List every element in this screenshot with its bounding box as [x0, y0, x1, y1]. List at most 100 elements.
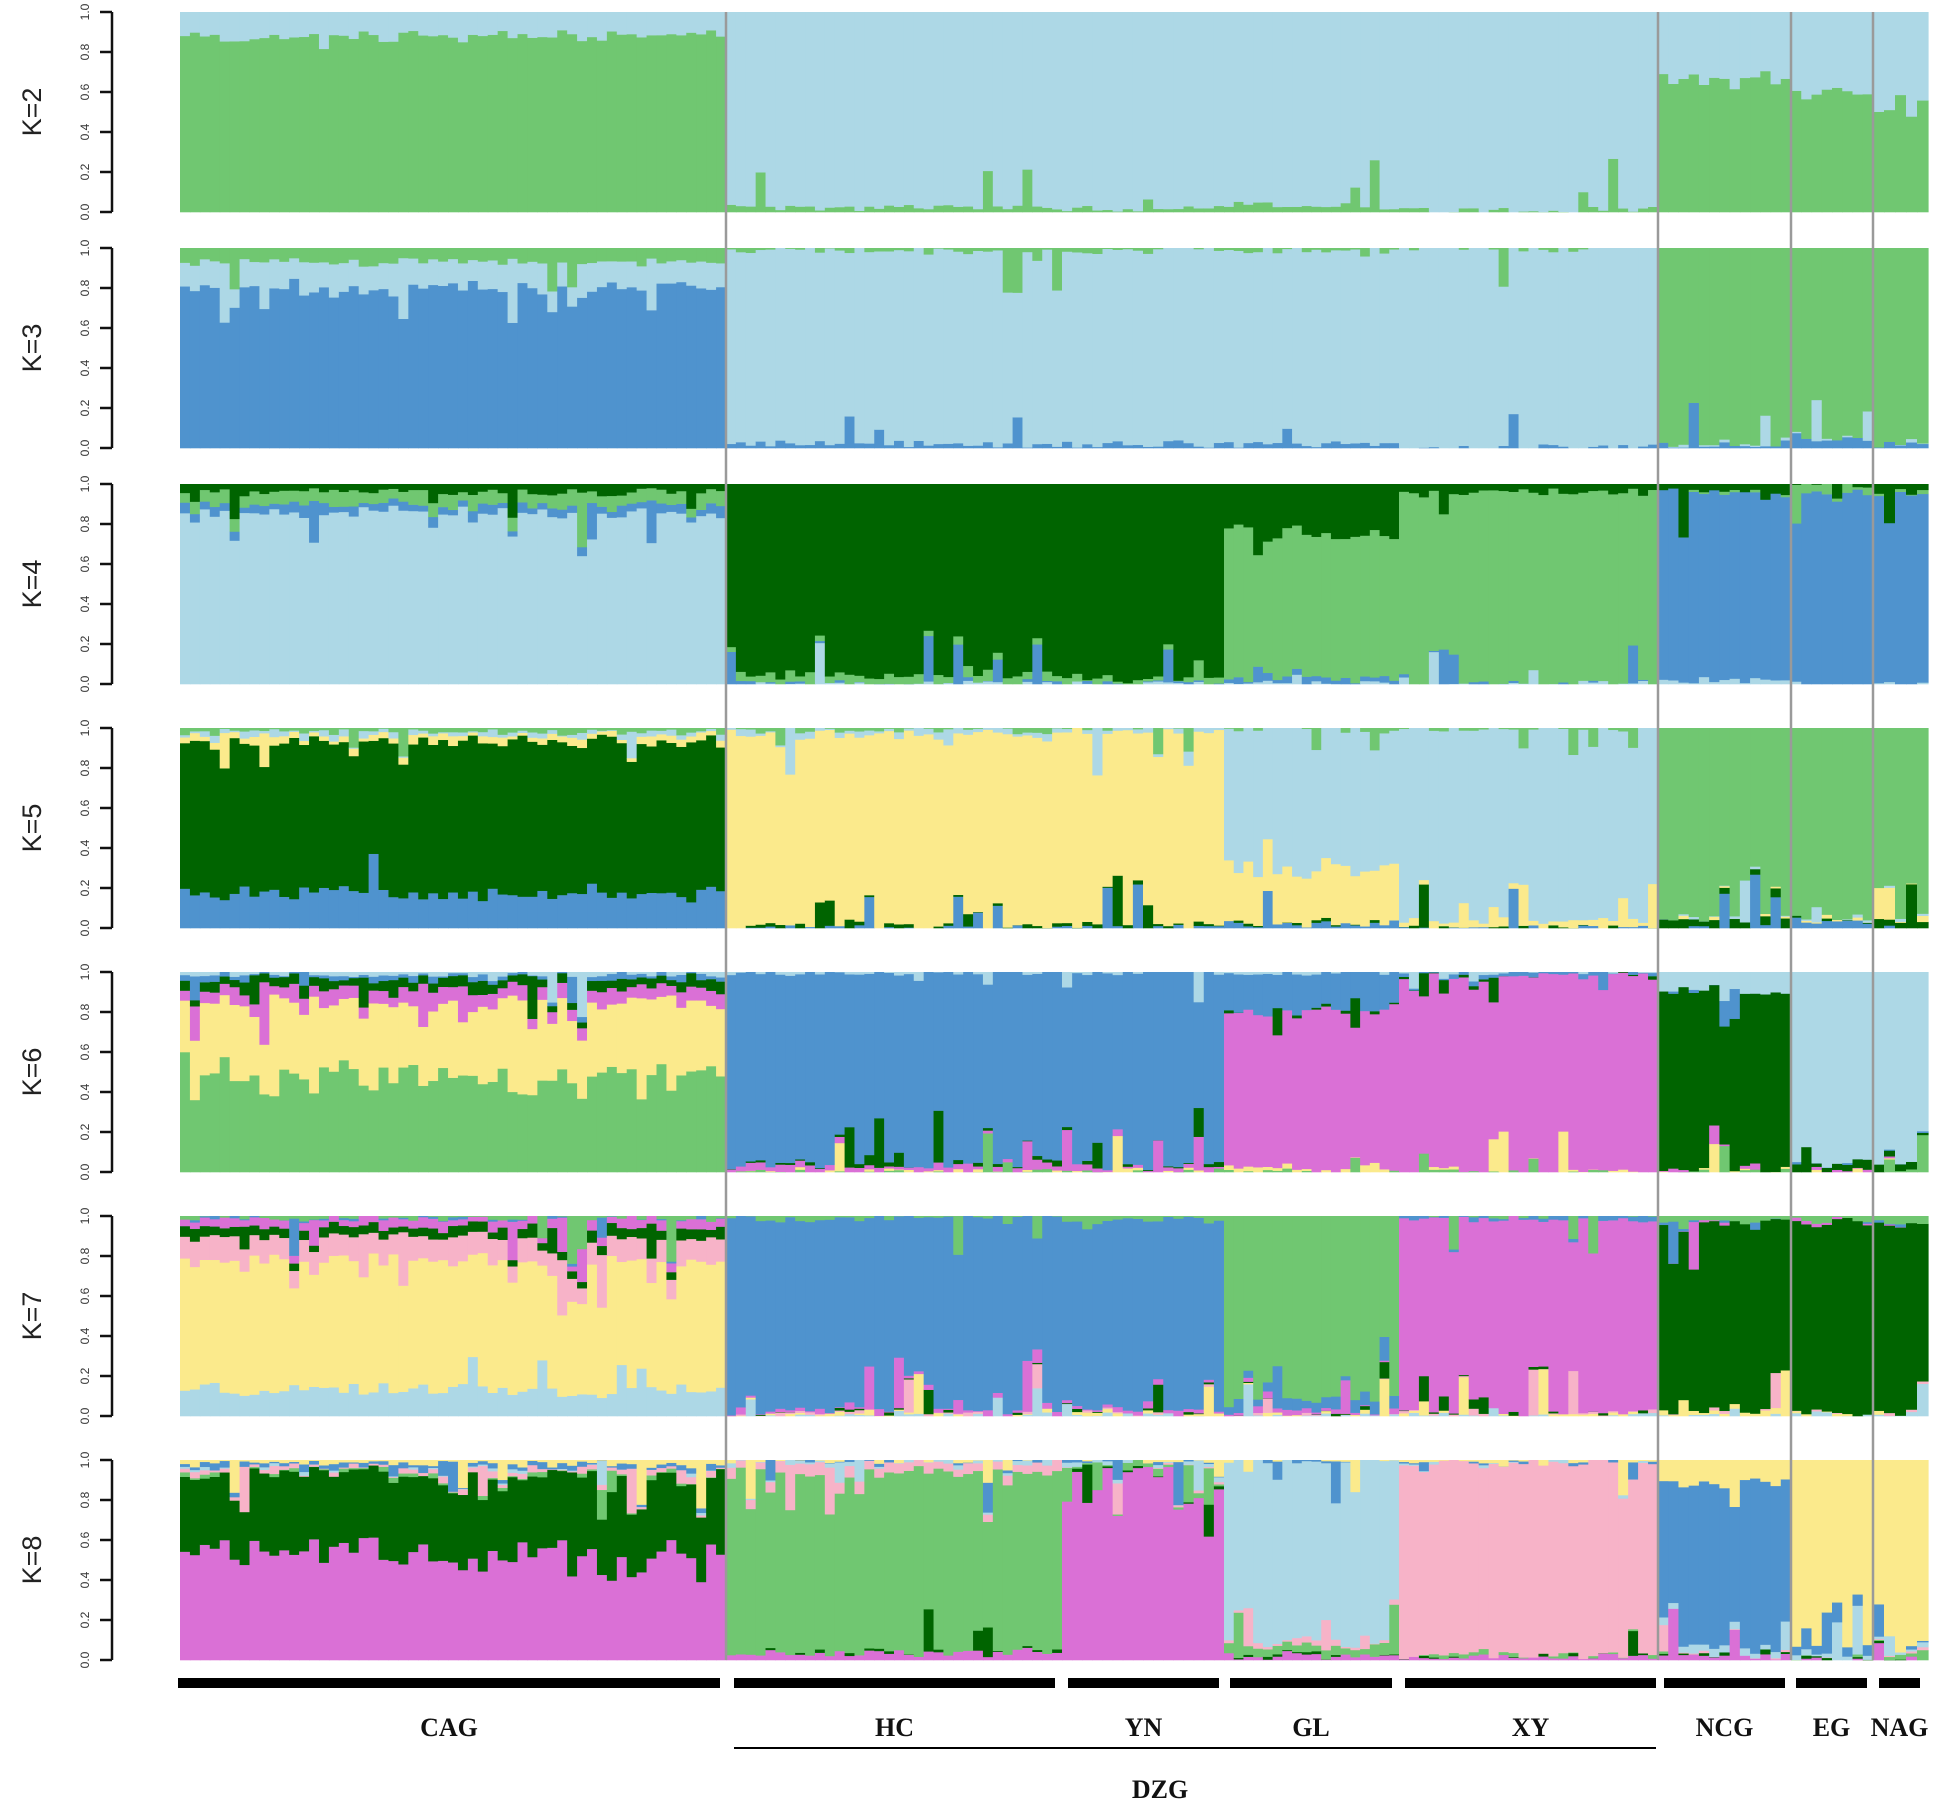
bar-segment-cag: [626, 1576, 638, 1661]
bar-segment-hc: [943, 745, 954, 924]
bar-segment-ncg: [1698, 1460, 1710, 1482]
bar-segment-gl: [1292, 1169, 1303, 1173]
bar-segment-cag: [209, 992, 221, 1004]
bar-segment-cag: [418, 1026, 429, 1086]
bar-segment-cag: [477, 743, 489, 902]
bar-segment-ncg: [1709, 728, 1720, 917]
bar-segment-cag: [567, 734, 578, 738]
bar-segment-cag: [259, 982, 270, 1045]
bar-segment-yn: [1183, 1163, 1195, 1168]
bar-segment-nag: [1906, 883, 1918, 885]
bar-segment-eg: [1842, 1656, 1854, 1661]
bar-segment-ncg: [1678, 986, 1690, 1171]
bar-segment-cag: [209, 897, 221, 929]
bar-segment-eg: [1821, 484, 1833, 495]
bar-segment-hc: [1042, 1460, 1053, 1466]
bar-segment-hc: [1052, 1649, 1063, 1653]
bar-segment-gl: [1321, 1619, 1332, 1651]
bar-segment-yn: [1153, 1468, 1164, 1477]
bar-segment-hc: [775, 679, 786, 685]
bar-segment-xy: [1588, 1411, 1599, 1414]
bar-segment-xy: [1438, 1460, 1450, 1461]
bar-segment-hc: [795, 1216, 806, 1222]
bar-segment-xy: [1508, 12, 1520, 213]
bar-segment-hc: [844, 1402, 856, 1410]
bar-segment-xy: [1448, 728, 1460, 923]
bar-segment-yn: [1092, 484, 1104, 679]
bar-segment-cag: [438, 285, 449, 449]
bar-segment-gl: [1350, 1647, 1361, 1651]
bar-segment-ncg: [1668, 1263, 1680, 1415]
bar-segment-eg: [1842, 12, 1854, 92]
bar-segment-hc: [894, 676, 905, 685]
bar-segment-yn: [1193, 731, 1205, 922]
bar-segment-hc: [992, 681, 1004, 685]
bar-segment-cag: [299, 517, 310, 685]
bar-segment-hc: [1032, 1388, 1043, 1417]
bar-segment-gl: [1379, 733, 1390, 866]
bar-segment-cag: [299, 490, 310, 506]
bar-segment-cag: [587, 1470, 598, 1550]
bar-segment-cag: [577, 1016, 588, 1023]
bar-segment-hc: [933, 1468, 945, 1650]
bar-segment-cag: [438, 1476, 449, 1484]
bar-segment-cag: [378, 731, 390, 739]
bar-segment-cag: [527, 37, 538, 213]
bar-segment-cag: [219, 1228, 231, 1238]
bar-segment-xy: [1648, 1216, 1659, 1217]
panel-k8: K=80.00.20.40.60.81.0: [17, 1451, 1929, 1668]
bar-segment-hc: [953, 1216, 964, 1255]
bar-segment-yn: [1132, 444, 1144, 449]
bar-segment-cag: [716, 993, 727, 1010]
bar-segment-gl: [1311, 536, 1322, 677]
bar-segment-hc: [982, 1133, 994, 1173]
bar-segment-hc: [824, 728, 836, 731]
bar-segment-cag: [289, 1002, 300, 1074]
bar-segment-xy: [1618, 1414, 1629, 1417]
bar-segment-hc: [834, 1415, 846, 1417]
bar-segment-gl: [1321, 1413, 1332, 1417]
bar-segment-hc: [1042, 1168, 1053, 1173]
bar-segment-gl: [1301, 1400, 1313, 1409]
bar-segment-hc: [1002, 1485, 1014, 1655]
bar-segment-cag: [616, 1463, 628, 1470]
bar-segment-cag: [398, 491, 409, 502]
bar-segment-hc: [923, 1462, 935, 1463]
bar-segment-cag: [507, 1561, 519, 1661]
bar-segment-xy: [1558, 248, 1569, 447]
bar-segment-cag: [716, 1239, 727, 1262]
y-tick-label: 0.6: [78, 1287, 92, 1304]
bar-segment-nag: [1917, 1132, 1929, 1136]
bar-segment-cag: [328, 744, 340, 891]
bar-segment-cag: [646, 999, 658, 1076]
bar-segment-yn: [1112, 441, 1124, 449]
bar-segment-yn: [1203, 12, 1215, 209]
bar-segment-cag: [199, 12, 211, 37]
bar-segment-eg: [1862, 484, 1874, 488]
bar-segment-ncg: [1760, 70, 1772, 213]
bar-segment-ncg: [1658, 1224, 1669, 1411]
bar-segment-hc: [982, 1627, 994, 1658]
bar-segment-cag: [596, 728, 608, 731]
bar-segment-cag: [259, 973, 270, 983]
bar-segment-cag: [299, 972, 310, 986]
bar-segment-cag: [299, 1476, 310, 1552]
bar-segment-xy: [1638, 1654, 1649, 1661]
bar-segment-xy: [1648, 1654, 1659, 1659]
bar-segment-xy: [1528, 920, 1540, 926]
bar-segment-cag: [418, 983, 429, 1027]
bar-segment-hc: [894, 972, 905, 976]
bar-segment-cag: [388, 1254, 399, 1394]
bar-segment-eg: [1832, 501, 1843, 685]
bar-segment-hc: [973, 1169, 984, 1173]
bar-segment-cag: [527, 513, 538, 685]
bar-segment-xy: [1528, 1366, 1540, 1370]
bar-segment-hc: [963, 1216, 974, 1411]
bar-segment-xy: [1618, 1216, 1629, 1219]
bar-segment-cag: [457, 972, 469, 974]
bar-segment-yn: [1062, 677, 1073, 685]
bar-segment-eg: [1832, 972, 1843, 1164]
bar-segment-nag: [1917, 728, 1929, 914]
bar-segment-xy: [1438, 1169, 1450, 1173]
bar-segment-gl: [1301, 1412, 1313, 1416]
